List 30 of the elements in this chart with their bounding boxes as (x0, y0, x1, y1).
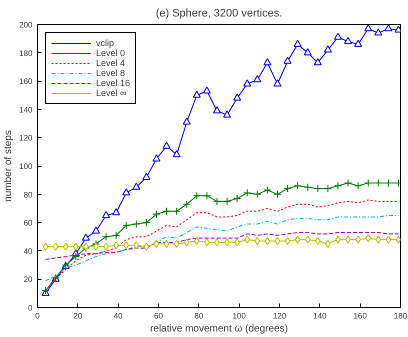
y-tick-label: 140 (19, 105, 34, 114)
legend-label: Level 8 (96, 68, 126, 78)
legend-label: Level ∞ (96, 88, 126, 98)
legend-label: Level 0 (96, 48, 126, 58)
x-tick-label: 80 (194, 312, 204, 320)
y-tick-label: 200 (19, 20, 34, 30)
legend-label: vclip (96, 38, 116, 48)
x-tick-label: 100 (232, 312, 246, 320)
legend-label: Level 4 (96, 58, 126, 68)
y-tick-label: 180 (19, 48, 34, 58)
x-tick-label: 60 (154, 312, 164, 320)
y-tick-label: 100 (19, 162, 34, 171)
x-tick-label: 20 (73, 312, 83, 320)
y-tick-label: 60 (24, 218, 34, 228)
y-tick-label: 120 (19, 134, 34, 143)
y-tick-label: 40 (24, 246, 34, 256)
x-axis-title: relative movement ω (degrees) (150, 324, 288, 334)
y-tick-label: 160 (19, 77, 34, 86)
y-tick-label: 80 (24, 190, 34, 200)
x-tick-label: 40 (114, 312, 124, 320)
chart-title: (e) Sphere, 3200 vertices. (156, 8, 282, 20)
x-tick-label: 140 (313, 312, 328, 320)
x-tick-label: 180 (394, 312, 408, 320)
y-tick-label: 0 (28, 304, 34, 312)
y-axis-title: number of steps (3, 130, 14, 202)
y-tick-label: 20 (24, 275, 34, 284)
x-tick-label: 120 (272, 312, 287, 320)
legend-label: Level 16 (96, 78, 130, 88)
x-tick-label: 0 (35, 312, 40, 320)
x-tick-label: 160 (353, 312, 368, 320)
